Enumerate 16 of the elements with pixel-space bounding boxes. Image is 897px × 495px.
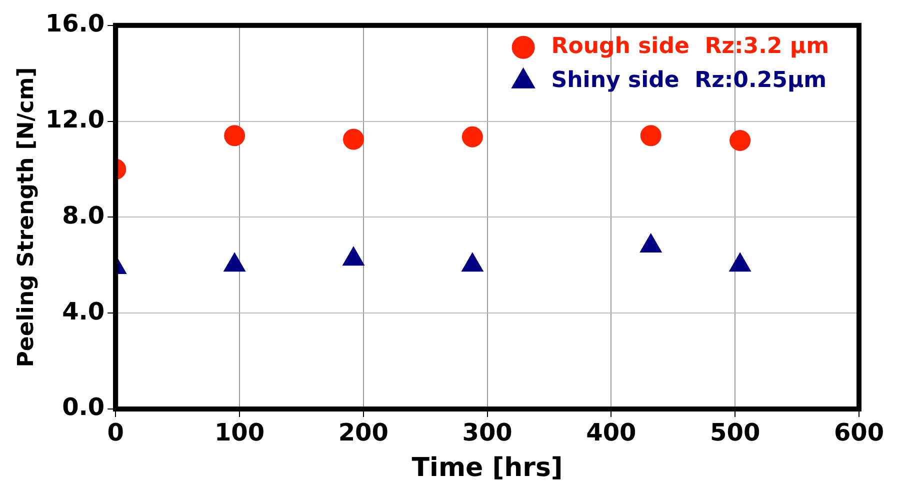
x-axis-title: Time [hrs] (412, 453, 563, 484)
y-tick-label: 12.0 (45, 106, 105, 134)
y-tick-label: 8.0 (62, 201, 105, 230)
y-axis-title: Peeling Strength [N/cm] (14, 67, 39, 368)
x-tick-label: 0 (107, 418, 124, 447)
y-tick-label: 0.0 (62, 393, 105, 422)
x-tick-label: 400 (586, 418, 636, 447)
legend-label: Rough side Rz:3.2 μm (551, 34, 830, 60)
y-tick-label: 16.0 (45, 10, 105, 38)
y-tick-label: 4.0 (62, 297, 105, 326)
legend-label: Shiny side Rz:0.25μm (551, 68, 827, 94)
x-tick-label: 200 (338, 418, 388, 447)
x-tick-label: 500 (710, 418, 760, 447)
x-tick-label: 600 (834, 418, 884, 447)
x-tick-label: 100 (214, 418, 265, 447)
x-tick-label: 300 (462, 418, 512, 447)
